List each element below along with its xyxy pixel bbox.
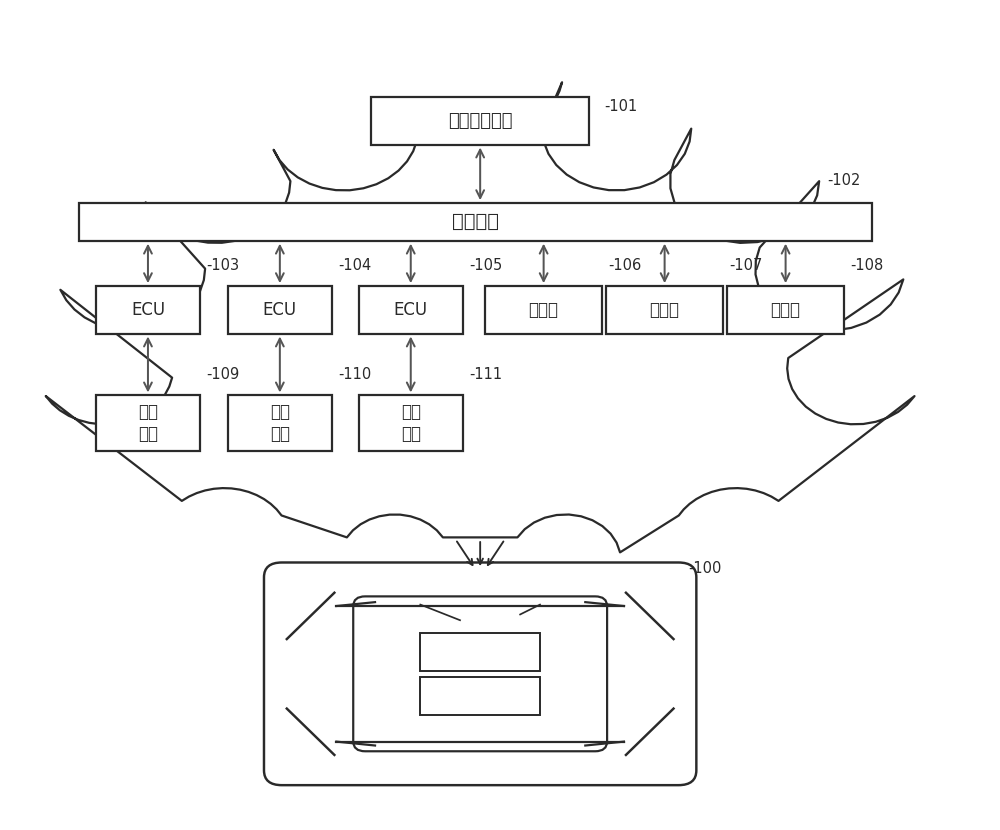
Bar — [420, 677, 540, 715]
Text: ECU: ECU — [263, 300, 297, 319]
Bar — [727, 286, 844, 334]
Text: -105: -105 — [469, 257, 502, 272]
Text: 车身总线: 车身总线 — [452, 212, 499, 232]
Bar — [371, 97, 589, 144]
Polygon shape — [46, 82, 914, 553]
Text: 执行
器件: 执行 器件 — [270, 403, 290, 443]
Bar — [359, 395, 463, 452]
Text: 执行
器件: 执行 器件 — [401, 403, 421, 443]
Bar — [606, 286, 723, 334]
Text: -109: -109 — [206, 367, 239, 382]
FancyBboxPatch shape — [353, 597, 607, 751]
FancyBboxPatch shape — [264, 563, 696, 785]
Text: -104: -104 — [338, 257, 371, 272]
Bar — [96, 286, 200, 334]
Text: -100: -100 — [688, 561, 722, 576]
Text: ECU: ECU — [394, 300, 428, 319]
Bar — [420, 632, 540, 671]
Text: -107: -107 — [729, 257, 762, 272]
Bar — [228, 286, 332, 334]
Text: ECU: ECU — [131, 300, 165, 319]
Bar — [79, 203, 872, 241]
Text: -110: -110 — [338, 367, 371, 382]
Text: 执行
器件: 执行 器件 — [138, 403, 158, 443]
Text: 传感器: 传感器 — [529, 300, 559, 319]
Bar — [485, 286, 602, 334]
Bar — [96, 395, 200, 452]
Text: -101: -101 — [604, 99, 637, 114]
Text: 传感器: 传感器 — [650, 300, 680, 319]
Bar — [228, 395, 332, 452]
Bar — [359, 286, 463, 334]
Text: -111: -111 — [469, 367, 502, 382]
Text: 传感器: 传感器 — [771, 300, 801, 319]
Text: -106: -106 — [608, 257, 641, 272]
Text: -102: -102 — [827, 173, 861, 188]
Text: -103: -103 — [206, 257, 239, 272]
Text: 驾驶控制设备: 驾驶控制设备 — [448, 112, 512, 129]
Text: -108: -108 — [850, 257, 883, 272]
